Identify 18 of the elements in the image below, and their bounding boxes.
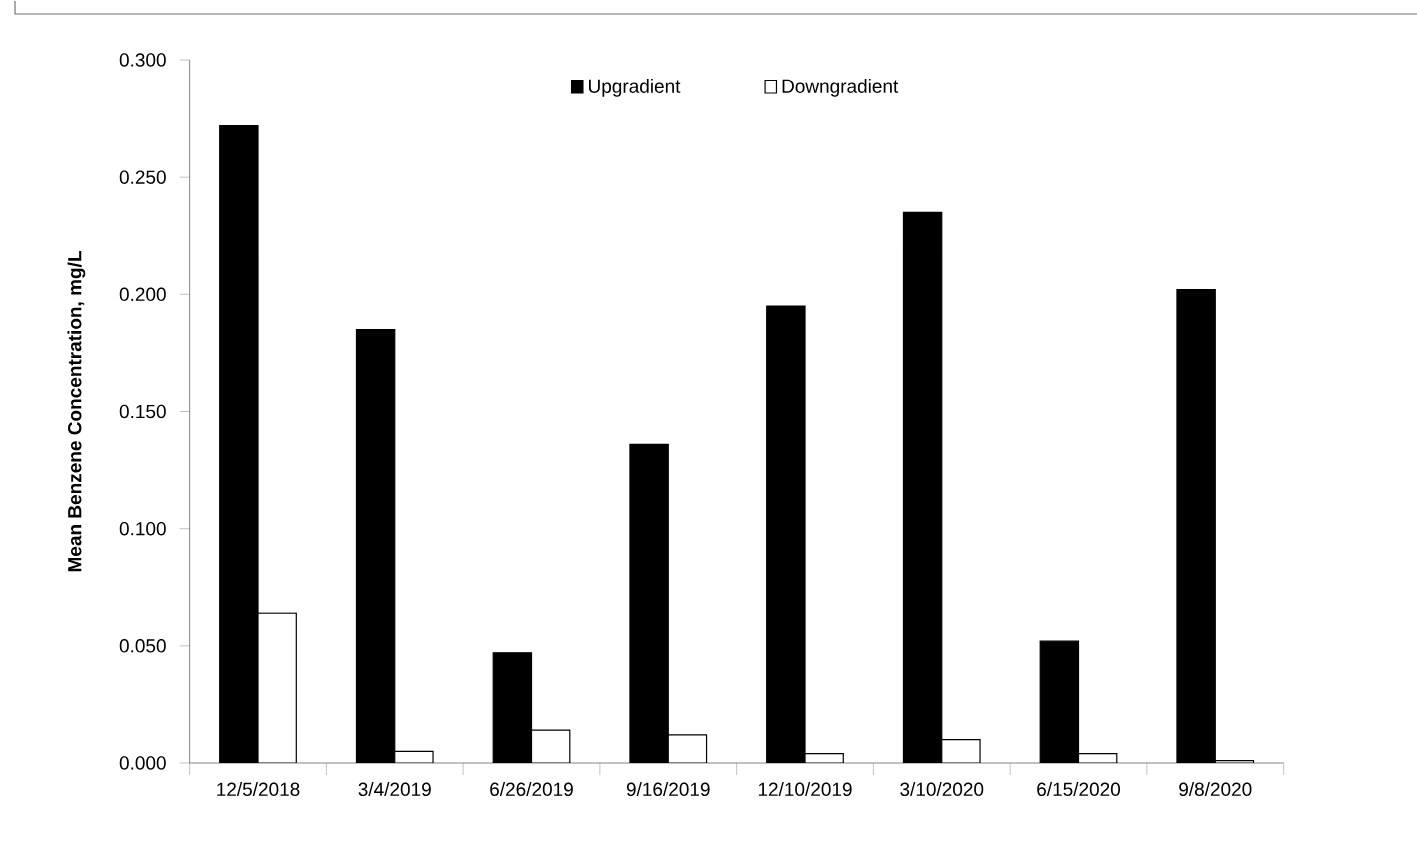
x-tick-label: 9/8/2020 [1179, 782, 1252, 797]
y-tick-label: 0.050 [119, 639, 166, 653]
x-tick-label: 3/4/2019 [358, 782, 431, 797]
y-tick-label: 0.000 [119, 756, 166, 770]
legend-label: Downgradient [782, 78, 899, 97]
x-tick-label: 9/16/2019 [626, 782, 710, 797]
x-tick-label: 12/10/2019 [758, 782, 852, 797]
x-tick-label: 6/15/2020 [1037, 782, 1121, 797]
y-tick-label: 0.150 [119, 404, 166, 419]
legend-label: Upgradient [589, 78, 681, 97]
y-axis-title: Mean Benzene Concentration, mg/L [67, 251, 86, 572]
x-tick-label: 12/5/2018 [217, 782, 300, 797]
y-tick-label: 0.100 [119, 521, 166, 536]
y-tick-label: 0.200 [119, 287, 166, 302]
x-tick-label: 3/10/2020 [900, 782, 984, 797]
x-tick-label: 6/26/2019 [490, 782, 573, 797]
y-tick-label: 0.250 [119, 170, 166, 184]
y-tick-label: 0.300 [119, 53, 166, 67]
